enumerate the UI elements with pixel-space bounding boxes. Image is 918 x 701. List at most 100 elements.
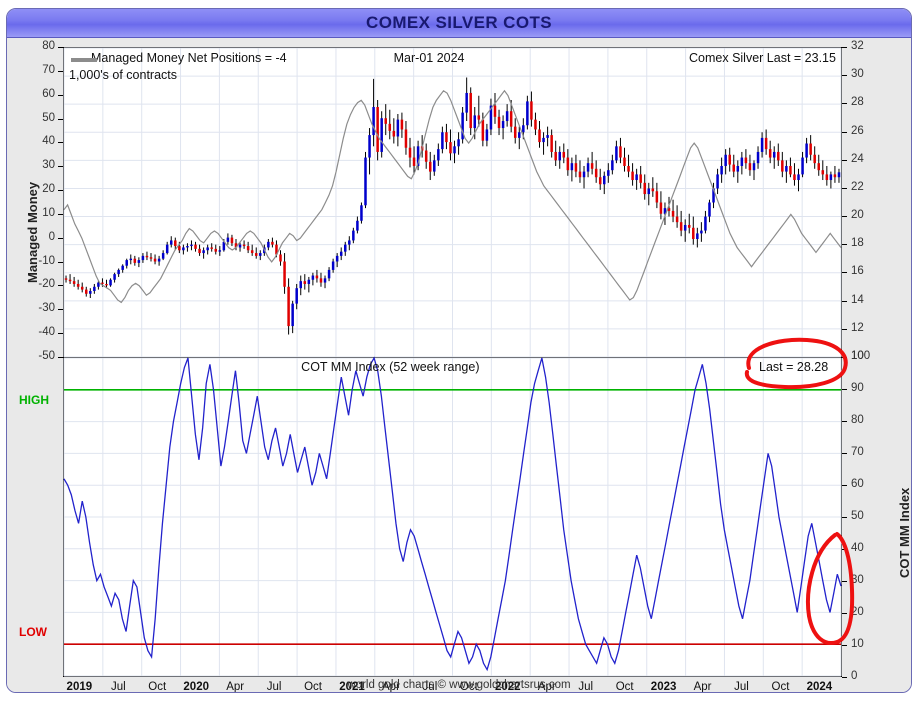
right-axis-tick-label: 16 (851, 265, 864, 278)
candle-body (639, 174, 642, 183)
candle-body (619, 146, 622, 158)
candle-body (554, 151, 557, 161)
candle-body (388, 123, 392, 131)
candle-body (339, 251, 343, 256)
candle-body (182, 247, 185, 251)
candle-body (238, 244, 242, 248)
window-titlebar: COMEX SILVER COTS (7, 9, 911, 38)
candle-body (477, 115, 481, 120)
cot-index-plot (63, 356, 842, 677)
left-axis-tick-label: -40 (38, 326, 55, 339)
candle-body (550, 135, 553, 152)
candle-body (772, 151, 776, 158)
candle-body (485, 129, 489, 141)
candle-body (797, 174, 800, 181)
candle-body (299, 281, 302, 289)
candle-body (590, 163, 594, 169)
candle-body (598, 177, 602, 185)
candle-body (805, 143, 808, 158)
x-axis-tick-label: Jul (266, 681, 282, 693)
left-axis-tick-label: -50 (38, 350, 55, 362)
cot-axis-tick-label: 100 (851, 350, 871, 362)
x-axis-tick-label: 2023 (650, 681, 677, 693)
candle-body (117, 269, 120, 275)
candle-body (368, 135, 371, 158)
candle-body (623, 157, 626, 166)
x-axis-tick-label: Oct (615, 681, 634, 693)
x-axis-tick-label: Jul (110, 681, 126, 693)
candle-body (72, 281, 76, 284)
candle-body (522, 125, 525, 133)
cot-index-title: COT MM Index (52 week range) (301, 360, 480, 374)
left-axis-tick-label: 10 (42, 206, 55, 219)
candle-body (210, 247, 213, 249)
left-axis-tickmark (58, 118, 63, 120)
window-title: COMEX SILVER COTS (366, 13, 552, 32)
left-axis-tickmark (58, 237, 63, 239)
cot-axis-tick-label: 10 (851, 638, 864, 650)
left-axis-tickmark (58, 190, 63, 192)
right-axis-tickmark (842, 47, 847, 48)
candle-body (518, 132, 521, 138)
left-axis-tick-label: 70 (42, 63, 55, 76)
candle-body (222, 241, 226, 251)
candle-body (327, 269, 331, 279)
candle-body (169, 240, 173, 245)
candle-body (748, 163, 752, 171)
candle-body (530, 101, 533, 120)
candle-body (105, 283, 108, 286)
candle-body (675, 216, 679, 223)
candle-body (307, 279, 311, 284)
left-axis-tickmark (58, 213, 63, 215)
right-axis-tick-label: 30 (851, 68, 864, 81)
candle-body (801, 157, 804, 175)
left-axis-tickmark (58, 309, 63, 311)
candle-body (153, 258, 157, 262)
candle-body (64, 278, 68, 280)
candle-body (449, 142, 452, 154)
candle-body (453, 146, 456, 154)
candle-body (659, 202, 663, 214)
candle-body (68, 279, 72, 282)
left-axis-tick-label: 50 (42, 111, 55, 124)
left-axis-title: Managed Money (25, 181, 40, 283)
candle-body (137, 260, 141, 263)
candle-body (133, 258, 137, 263)
candle-body (392, 130, 396, 137)
candle-body (607, 170, 610, 176)
candle-body (97, 282, 100, 287)
candle-body (202, 250, 205, 254)
candle-body (424, 150, 428, 162)
date-label: Mar-01 2024 (393, 51, 465, 65)
candle-body (692, 227, 695, 240)
candle-body (271, 241, 274, 245)
candle-body (234, 243, 238, 248)
chart-window: COMEX SILVER COTS 80 70 60 50 40 30 20 10 0 -10 -2… (6, 8, 912, 693)
candle-body (586, 163, 590, 172)
candle-body (109, 279, 112, 286)
candle-body (562, 151, 566, 158)
candle-body (566, 157, 570, 171)
candle-body (481, 119, 485, 141)
candle-body (259, 253, 262, 256)
candle-body (356, 220, 359, 231)
candle-body (671, 210, 675, 217)
candle-body (242, 244, 246, 247)
candle-body (756, 151, 760, 164)
candle-body (335, 255, 339, 262)
candle-body (194, 244, 197, 249)
candle-body (696, 233, 699, 240)
candle-body (145, 255, 149, 258)
x-axis-tick-label: Jul (734, 681, 749, 693)
right-axis-tick-label: 20 (851, 209, 864, 222)
candle-body (712, 188, 715, 203)
candle-body (344, 244, 347, 252)
cot-axis-tick-label: 0 (851, 670, 858, 682)
candle-body (408, 147, 412, 158)
left-axis-tickmark (58, 285, 63, 287)
candle-body (303, 281, 307, 284)
candle-body (627, 165, 630, 172)
left-axis-tickmark (58, 94, 63, 96)
x-axis-tick-label: Jul (422, 681, 438, 693)
chart-body: 80 70 60 50 40 30 20 10 0 -10 -20 -30 -40 -50 32 30 28 26… (7, 38, 911, 693)
